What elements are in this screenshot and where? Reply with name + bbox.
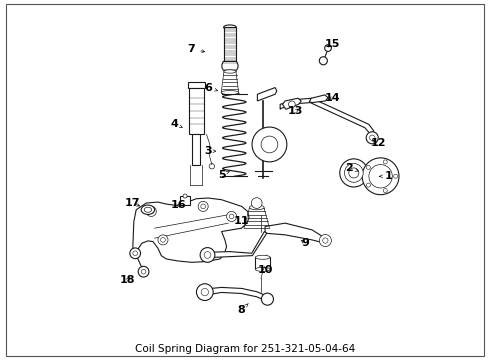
Circle shape [161,238,165,242]
Circle shape [200,248,215,262]
Circle shape [196,284,213,301]
Bar [188,81,205,87]
Bar [193,134,200,165]
Text: 2: 2 [345,163,358,173]
Circle shape [141,269,146,274]
Polygon shape [280,98,374,134]
Circle shape [252,127,287,162]
Circle shape [158,235,168,245]
Polygon shape [207,231,267,258]
Circle shape [325,45,331,51]
Circle shape [229,214,234,219]
Text: 17: 17 [125,198,141,208]
Polygon shape [222,62,238,70]
Text: 15: 15 [324,39,340,49]
Ellipse shape [144,207,151,212]
Text: 18: 18 [120,275,135,285]
Circle shape [369,165,392,188]
Polygon shape [133,198,249,262]
Circle shape [130,248,141,258]
Circle shape [366,132,378,144]
Circle shape [201,204,205,209]
Text: 6: 6 [204,82,218,93]
Circle shape [289,101,295,108]
Circle shape [201,288,209,296]
Polygon shape [204,287,269,301]
Circle shape [383,189,387,193]
Text: 4: 4 [171,120,182,129]
Text: 1: 1 [379,171,393,181]
Text: Coil Spring Diagram for 251-321-05-04-64: Coil Spring Diagram for 251-321-05-04-64 [135,344,355,354]
Text: 16: 16 [170,200,186,210]
Circle shape [367,165,370,170]
Circle shape [251,198,262,208]
Ellipse shape [141,205,155,215]
Polygon shape [283,98,301,109]
Circle shape [367,183,370,187]
Circle shape [393,174,398,178]
Circle shape [149,209,153,214]
Circle shape [383,160,387,164]
Circle shape [146,206,156,216]
Text: 5: 5 [218,170,229,180]
Text: 14: 14 [324,93,340,103]
Polygon shape [257,87,277,101]
Circle shape [369,135,375,140]
Text: 12: 12 [371,138,387,148]
Circle shape [198,201,208,211]
Text: 3: 3 [204,146,216,156]
Circle shape [133,251,138,256]
Circle shape [209,163,215,169]
Text: 8: 8 [238,303,248,315]
Circle shape [340,159,368,187]
Circle shape [183,194,187,198]
Bar [180,196,190,206]
Text: 13: 13 [288,106,303,116]
Bar [224,27,236,61]
Circle shape [261,293,273,305]
Circle shape [323,238,328,243]
Bar [255,257,270,269]
Bar [189,87,204,134]
Circle shape [349,168,359,178]
Ellipse shape [223,25,236,30]
Ellipse shape [221,91,239,95]
Ellipse shape [224,70,236,73]
Circle shape [362,158,399,195]
Circle shape [226,211,237,221]
Ellipse shape [255,267,270,271]
Circle shape [138,266,149,277]
Circle shape [261,136,278,153]
Text: 11: 11 [234,216,249,226]
Text: 9: 9 [301,238,309,248]
Circle shape [319,57,327,65]
Circle shape [204,252,211,258]
Ellipse shape [255,255,270,259]
Polygon shape [309,95,328,103]
Circle shape [319,234,331,247]
Ellipse shape [249,205,264,210]
Polygon shape [265,223,325,243]
Circle shape [344,163,363,182]
Text: 10: 10 [257,265,273,275]
Text: 7: 7 [188,44,205,54]
